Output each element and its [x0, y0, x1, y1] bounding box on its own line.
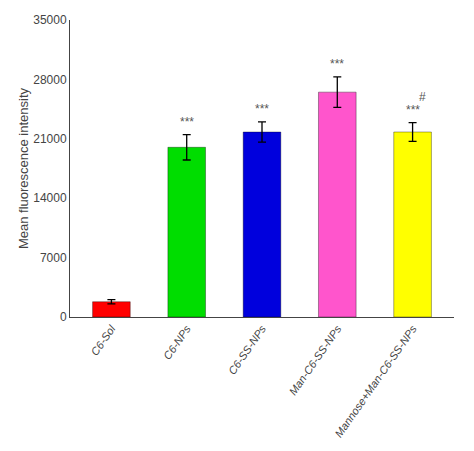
svg-text:21000: 21000 — [33, 132, 67, 146]
svg-text:7000: 7000 — [40, 251, 67, 265]
svg-text:35000: 35000 — [33, 13, 67, 27]
svg-text:C6-Sol: C6-Sol — [88, 323, 117, 358]
svg-text:Mannose+Man-C6-SS-NPs: Mannose+Man-C6-SS-NPs — [332, 323, 419, 440]
svg-text:#: # — [419, 90, 426, 104]
svg-text:14000: 14000 — [33, 191, 67, 205]
svg-text:***: *** — [330, 57, 344, 71]
svg-text:***: *** — [406, 103, 420, 117]
svg-text:28000: 28000 — [33, 73, 67, 87]
svg-text:0: 0 — [60, 310, 67, 324]
svg-text:***: *** — [255, 102, 269, 116]
svg-text:Man-C6-SS-NPs: Man-C6-SS-NPs — [287, 323, 344, 397]
svg-text:C6-SS-NPs: C6-SS-NPs — [226, 323, 269, 377]
svg-text:Mean fluorescence intensity: Mean fluorescence intensity — [16, 87, 31, 249]
svg-text:***: *** — [180, 115, 194, 129]
svg-text:C6-NPs: C6-NPs — [161, 323, 193, 362]
